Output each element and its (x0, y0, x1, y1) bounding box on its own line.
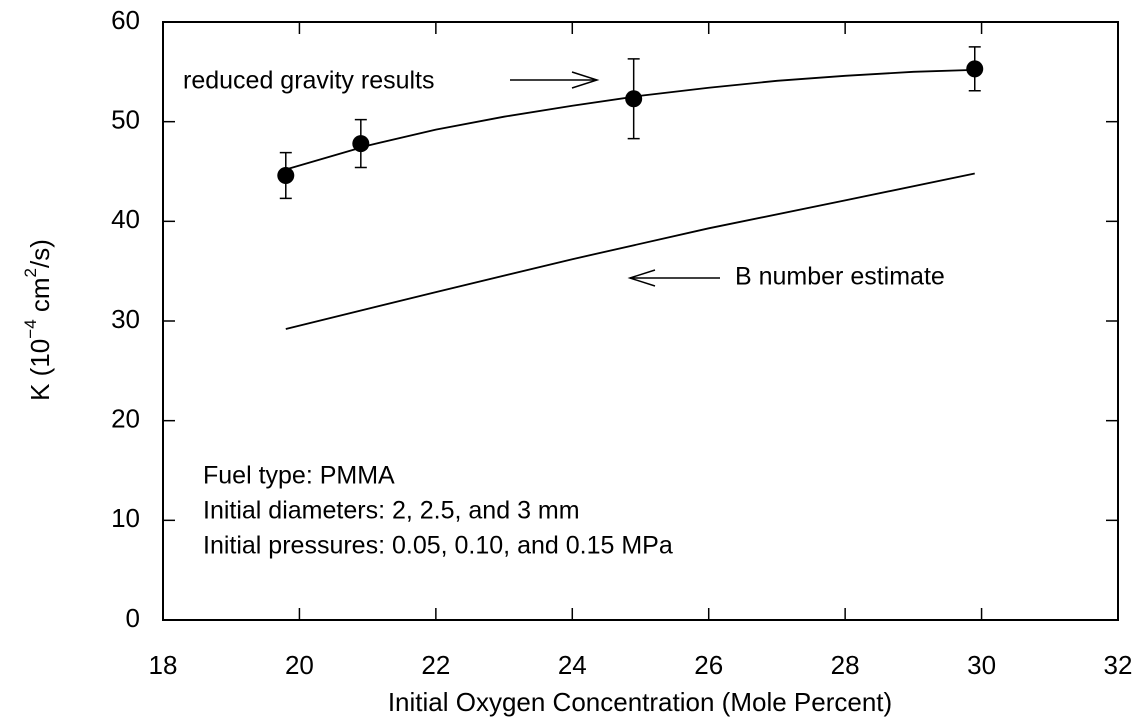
annotation: reduced gravity results (183, 67, 435, 95)
x-tick-label: 20 (285, 650, 314, 680)
y-tick-label: 30 (111, 304, 140, 334)
y-axis-label: K (10−4 cm2/s) (21, 239, 54, 401)
note: Fuel type: PMMA (203, 462, 395, 490)
y-label-part: cm (25, 277, 55, 319)
annotation: B number estimate (735, 263, 945, 291)
x-tick-label: 28 (831, 650, 860, 680)
data-point (625, 90, 643, 108)
y-tick-label: 0 (126, 603, 140, 633)
data-point (966, 60, 984, 78)
y-tick-label: 50 (111, 105, 140, 135)
plot-frame (162, 21, 1119, 621)
data-point (352, 135, 370, 153)
y-label-exponent: −4 (21, 319, 40, 338)
y-label-part: /s) (25, 239, 55, 268)
y-tick-label: 20 (111, 404, 140, 434)
x-tick-label: 32 (1104, 650, 1133, 680)
x-tick-label: 24 (558, 650, 587, 680)
data-point (277, 166, 295, 184)
x-tick-label: 18 (149, 650, 178, 680)
y-label-part: K (10 (25, 339, 55, 401)
x-tick-label: 26 (694, 650, 723, 680)
y-tick-label: 40 (111, 204, 140, 234)
annotation-arrow (627, 269, 720, 287)
curve (285, 68, 975, 171)
x-tick-label: 22 (421, 650, 450, 680)
annotation-arrow (510, 71, 600, 89)
y-tick-label: 60 (111, 5, 140, 35)
x-tick-label: 30 (967, 650, 996, 680)
note: Initial diameters: 2, 2.5, and 3 mm (203, 497, 580, 525)
y-tick-label: 10 (111, 503, 140, 533)
curve (285, 172, 975, 330)
x-axis-label: Initial Oxygen Concentration (Mole Perce… (388, 687, 892, 717)
note: Initial pressures: 0.05, 0.10, and 0.15 … (203, 532, 673, 560)
y-label-exponent: 2 (21, 268, 40, 277)
